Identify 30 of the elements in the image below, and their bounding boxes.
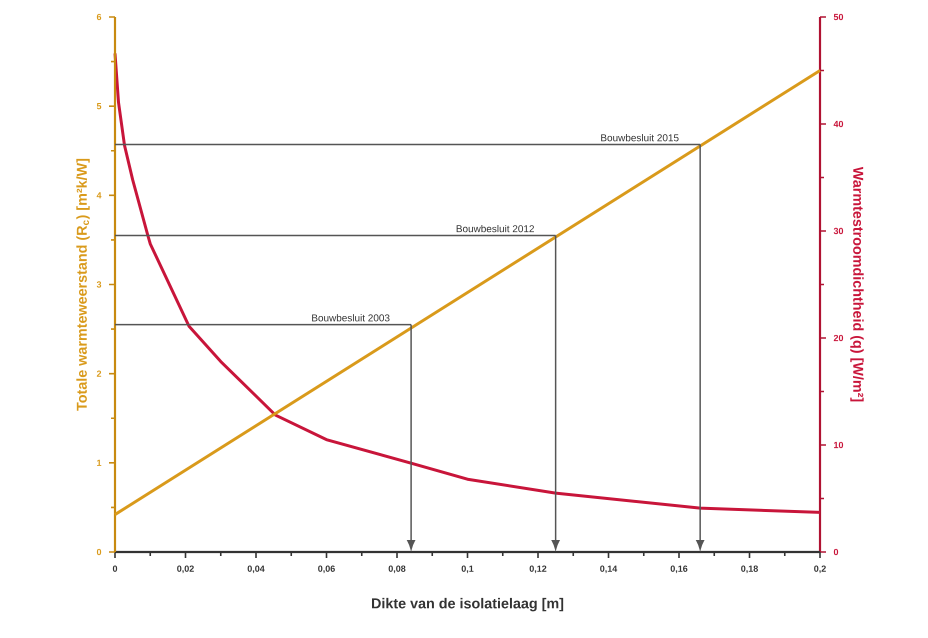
x-tick-label: 0,14 — [600, 565, 618, 574]
x-tick-label: 0,1 — [462, 565, 474, 574]
x-tick-label: 0,12 — [530, 565, 546, 574]
y2-axis-title: Warmtestroomdichtheid (q) [W/m²] — [850, 166, 864, 402]
y-tick-label: 3 — [96, 281, 102, 288]
y-tick-label: 1 — [97, 460, 102, 466]
x-tick-label: 0,06 — [318, 565, 335, 574]
x-tick-label: 0,18 — [741, 565, 758, 574]
y-tick-label: 4 — [96, 192, 102, 198]
x-tick-label: 0,2 — [814, 565, 826, 574]
annotation: Bouwbesluit 2012 — [456, 224, 534, 232]
y2-tick-label: 40 — [834, 120, 844, 128]
x-tick-label: 0 — [112, 565, 118, 572]
x-axis-title: Dikte van de isolatielaag [m] — [372, 598, 564, 612]
y2-tick-label: 30 — [834, 228, 844, 234]
y2-tick-label: 50 — [834, 14, 844, 20]
x-tick-label: 0,16 — [670, 565, 688, 574]
annotation: Bouwbesluit 2003 — [312, 314, 390, 322]
x-tick-label: 0,08 — [388, 565, 406, 574]
y-axis-title: Totale warmteweerstand (R$_{c}$) [m²k/W] — [76, 158, 90, 411]
y-tick-label: 6 — [96, 14, 102, 20]
y2-tick-label: 20 — [834, 334, 844, 342]
y2-tick-label: 0 — [834, 548, 838, 556]
x-tick-label: 0,02 — [177, 565, 194, 574]
annotation: Bouwbesluit 2015 — [601, 134, 679, 142]
y-tick-label: 2 — [96, 370, 102, 377]
y-tick-label: 0 — [96, 548, 102, 556]
y2-tick-label: 10 — [834, 442, 844, 448]
x-tick-label: 0,04 — [248, 565, 265, 574]
y-tick-label: 5 — [96, 103, 102, 110]
